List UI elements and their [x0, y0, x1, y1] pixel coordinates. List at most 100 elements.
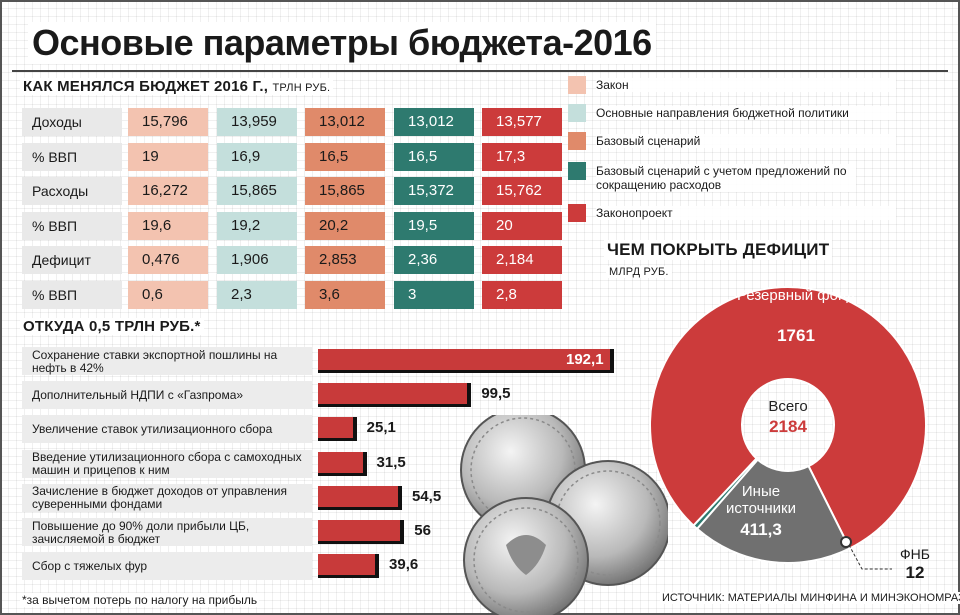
table-cell: 15,796	[128, 108, 208, 136]
table-cell: 3	[394, 280, 474, 309]
donut-center-label: Всего	[768, 398, 808, 415]
table-cell: 2,853	[305, 246, 385, 274]
coin-front-left	[463, 497, 589, 615]
legend-swatch	[568, 204, 586, 222]
table-row: Доходы 15,796 13,959 13,012 13,012 13,577	[22, 108, 562, 136]
table-header: КАК МЕНЯЛСЯ БЮДЖЕТ 2016 Г., ТРЛН РУБ.	[20, 78, 334, 95]
bar	[318, 554, 380, 579]
donut-slice	[649, 286, 927, 550]
source-note: ИСТОЧНИК: МАТЕРИАЛЫ МИНФИНА И МИНЭКОНОМР…	[660, 592, 960, 604]
table-row-label: Доходы	[22, 108, 122, 136]
table-cell: 15,372	[394, 177, 474, 205]
table-header-unit: ТРЛН РУБ.	[272, 82, 331, 94]
table-cell: 16,9	[217, 142, 297, 171]
bar-label: Сбор с тяжелых фур	[22, 552, 312, 581]
donut-chart: Всего 2184 Резервный фонд 1761 Иные исто…	[648, 285, 928, 565]
table-cell: 17,3	[482, 142, 562, 171]
bar-row: Зачисление в бюджет доходов от управлени…	[22, 482, 622, 514]
footnote: *за вычетом потерь по налогу на прибыль	[20, 593, 260, 607]
fnb-leader-line	[840, 536, 892, 570]
bar-row: Увеличение ставок утилизационного сбора 2…	[22, 413, 622, 445]
table-row-label: Расходы	[22, 177, 122, 205]
table-cell: 20	[482, 211, 562, 240]
table-cell: 0,6	[128, 280, 208, 309]
bar-value-label: 56	[414, 522, 431, 539]
slice-label-fnb: ФНБ	[900, 546, 930, 562]
bar-value-label: 54,5	[411, 487, 442, 505]
bar	[318, 451, 367, 476]
table-header-main: КАК МЕНЯЛСЯ БЮДЖЕТ 2016 Г.,	[23, 78, 269, 95]
table-cell: 16,5	[394, 142, 474, 171]
bar-value-label: 39,6	[389, 556, 419, 574]
table-cell: 2,3	[217, 280, 297, 309]
bar-label: Дополнительный НДПИ с «Газпрома»	[22, 381, 312, 410]
table-row: Дефицит 0,476 1,906 2,853 2,36 2,184	[22, 246, 562, 274]
bar-label: Сохранение ставки экспортной пошлины на …	[22, 347, 312, 375]
legend-swatch	[568, 132, 586, 150]
table-cell: 13,012	[305, 108, 385, 136]
table-cell: 13,959	[217, 108, 297, 136]
slice-label-reserve: Резервный фонд	[736, 287, 856, 304]
slice-value-reserve: 1761	[777, 326, 815, 345]
table-row-label: Дефицит	[22, 246, 122, 274]
table-cell: 3,6	[305, 280, 385, 309]
bar	[318, 417, 357, 442]
table-row: % ВВП 19,6 19,2 20,2 19,5 20	[22, 211, 562, 240]
table-cell: 2,184	[482, 246, 562, 274]
bar	[318, 520, 405, 544]
table-cell: 19,6	[128, 211, 208, 240]
title-rule	[12, 70, 948, 72]
table-cell: 15,865	[305, 177, 385, 205]
table-row-label: % ВВП	[22, 211, 122, 240]
table-row: % ВВП 0,6 2,3 3,6 3 2,8	[22, 280, 562, 309]
donut-subtitle: МЛРД РУБ.	[606, 266, 672, 278]
legend-label: Базовый сценарий	[596, 134, 896, 148]
donut-slice	[692, 457, 760, 531]
bar-row: Сбор с тяжелых фур 39,6	[22, 550, 622, 582]
table-cell: 13,012	[394, 108, 474, 136]
table-cell: 16,5	[305, 142, 385, 171]
bars-header: ОТКУДА 0,5 ТРЛН РУБ.*	[20, 318, 204, 335]
slice-label-other: Иные источники	[725, 483, 796, 517]
table-cell: 19,5	[394, 211, 474, 240]
table-cell: 19	[128, 142, 208, 171]
bar-label: Увеличение ставок утилизационного сбора	[22, 415, 312, 444]
table-row-label: % ВВП	[22, 142, 122, 171]
bar-row: Сохранение ставки экспортной пошлины на …	[22, 345, 622, 377]
coins-illustration	[460, 415, 668, 615]
page-title: Основые параметры бюджета-2016	[28, 22, 656, 64]
bar-row: Повышение до 90% доли прибыли ЦБ, зачисл…	[22, 516, 622, 548]
table-cell: 16,272	[128, 177, 208, 205]
legend-label: Базовый сценарий с учетом предложений по…	[596, 164, 856, 192]
legend-swatch	[568, 104, 586, 122]
legend-swatch	[568, 76, 586, 94]
table-cell: 1,906	[217, 246, 297, 274]
table-cell: 2,8	[482, 280, 562, 309]
legend-label: Закон	[596, 78, 896, 92]
bar	[318, 383, 472, 408]
table-row: Расходы 16,272 15,865 15,865 15,372 15,762	[22, 177, 562, 205]
bar-value-label: 192,1	[566, 351, 604, 368]
bar-row: Введение утилизационного сбора с самоход…	[22, 448, 622, 480]
slice-value-fnb: 12	[905, 563, 925, 582]
table-row-label: % ВВП	[22, 280, 122, 309]
table-cell: 19,2	[217, 211, 297, 240]
table-cell: 13,577	[482, 108, 562, 136]
table-cell: 20,2	[305, 211, 385, 240]
bar-value-label: 31,5	[376, 453, 406, 471]
legend-label: Законопроект	[596, 206, 896, 220]
bar	[318, 349, 614, 373]
bar-label: Введение утилизационного сбора с самоход…	[22, 449, 312, 478]
bar	[318, 485, 402, 510]
legend-label: Основные направления бюджетной политики	[596, 106, 896, 120]
bar-value-label: 25,1	[366, 419, 396, 437]
table-cell: 2,36	[394, 246, 474, 274]
bar-label: Зачисление в бюджет доходов от управлени…	[22, 483, 312, 512]
donut-svg	[649, 286, 927, 564]
slice-value-other: 411,3	[740, 520, 782, 539]
table-row: % ВВП 19 16,9 16,5 16,5 17,3	[22, 142, 562, 171]
legend-swatch	[568, 162, 586, 180]
table-cell: 0,476	[128, 246, 208, 274]
bar-label: Повышение до 90% доли прибыли ЦБ, зачисл…	[22, 518, 312, 546]
